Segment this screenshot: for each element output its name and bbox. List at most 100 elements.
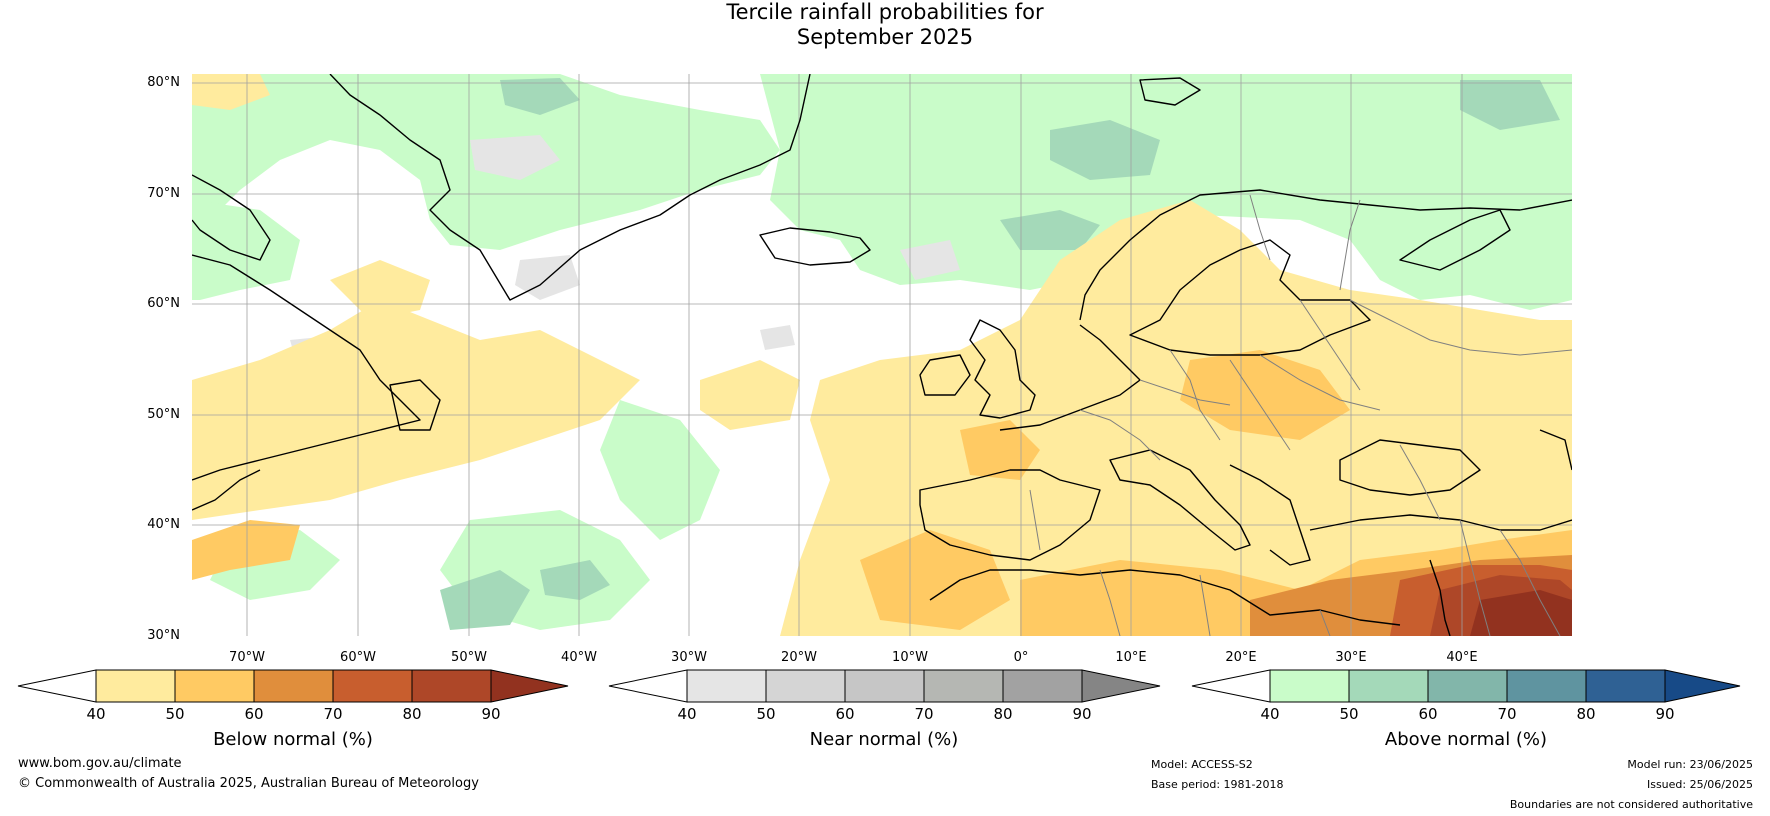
below-tick-80: 80 xyxy=(402,705,422,723)
scandinavia-coast xyxy=(1079,189,1572,321)
lat-label-80n: 80°N xyxy=(147,75,180,90)
near-tick-60: 60 xyxy=(835,705,855,723)
barents-teal xyxy=(1000,210,1100,250)
lat-label-70n: 70°N xyxy=(147,186,180,201)
azores-yellow xyxy=(700,360,800,430)
below-bin-2 xyxy=(174,669,255,703)
below-tick-40: 40 xyxy=(86,705,106,723)
lon-label-10w: 10°W xyxy=(892,650,928,665)
above-bin-1 xyxy=(1269,669,1350,703)
above-tick-70: 70 xyxy=(1497,705,1517,723)
labrador-sea-yellow xyxy=(330,260,430,320)
above-tick-60: 60 xyxy=(1418,705,1438,723)
below-normal-regions xyxy=(192,74,1572,636)
above-extend-low xyxy=(1191,669,1271,703)
baffin-coast xyxy=(192,174,271,261)
grey-patch-5 xyxy=(760,325,795,350)
below-extend-low xyxy=(17,669,97,703)
near-extend-low xyxy=(608,669,688,703)
near-tick-80: 80 xyxy=(993,705,1013,723)
lat-label-30n: 30°N xyxy=(147,628,180,643)
lon-label-10e: 10°E xyxy=(1115,650,1147,665)
iceland-coast xyxy=(759,227,871,266)
near-tick-90: 90 xyxy=(1072,705,1092,723)
title-line-2: September 2025 xyxy=(796,25,974,49)
france-orange xyxy=(960,420,1040,480)
britain-coast xyxy=(969,319,1036,419)
below-normal-title: Below normal (%) xyxy=(213,729,373,750)
greenland-teal xyxy=(1050,120,1160,180)
above-extend-high xyxy=(1664,669,1741,703)
near-normal-title: Near normal (%) xyxy=(809,729,959,750)
below-tick-90: 90 xyxy=(481,705,501,723)
lon-label-60w: 60°W xyxy=(340,650,376,665)
footer-disclaimer: Boundaries are not considered authoritat… xyxy=(1509,798,1753,811)
caspian-coast xyxy=(1539,429,1572,471)
near-bin-2 xyxy=(765,669,846,703)
below-bin-5 xyxy=(411,669,492,703)
ireland-coast xyxy=(919,354,971,396)
near-tick-40: 40 xyxy=(677,705,697,723)
footer-model-run: Model run: 23/06/2025 xyxy=(1627,758,1753,771)
below-bin-3 xyxy=(253,669,334,703)
above-normal-title: Above normal (%) xyxy=(1384,729,1548,750)
arabia-darkest xyxy=(1470,590,1572,636)
north-atlantic-yellow xyxy=(192,300,640,520)
labrador-coast xyxy=(192,254,421,481)
atlantic-teal-1 xyxy=(440,570,530,630)
above-bin-5 xyxy=(1585,669,1666,703)
above-normal-regions xyxy=(192,74,1572,630)
colorbar-below xyxy=(17,669,569,703)
iberia-coast xyxy=(919,469,1101,561)
footer-copyright: © Commonwealth of Australia 2025, Austra… xyxy=(18,776,479,791)
arctic-green-band xyxy=(760,74,1572,310)
lon-label-30e: 30°E xyxy=(1335,650,1367,665)
title-line-1: Tercile rainfall probabilities for xyxy=(726,0,1044,24)
us-east-coast xyxy=(192,469,261,511)
novaya-zemlya-coast xyxy=(1399,209,1511,271)
below-bin-4 xyxy=(332,669,413,703)
footer-url: www.bom.gov.au/climate xyxy=(18,756,182,771)
arctic-teal xyxy=(500,78,580,115)
lon-label-70w: 70°W xyxy=(229,650,265,665)
above-tick-40: 40 xyxy=(1260,705,1280,723)
central-europe-orange xyxy=(1180,350,1350,440)
footer-model: Model: ACCESS-S2 xyxy=(1151,758,1253,771)
lon-label-40e: 40°E xyxy=(1446,650,1478,665)
near-tick-70: 70 xyxy=(914,705,934,723)
below-extend-high xyxy=(490,669,569,703)
iberia-orange xyxy=(860,530,1010,630)
grey-patch-4 xyxy=(900,240,960,280)
above-tick-50: 50 xyxy=(1339,705,1359,723)
above-bin-2 xyxy=(1348,669,1429,703)
below-tick-50: 50 xyxy=(165,705,185,723)
atlantic-teal-2 xyxy=(540,560,610,600)
lon-label-30w: 30°W xyxy=(671,650,707,665)
colorbar-near xyxy=(608,669,1161,703)
mid-atlantic-green xyxy=(600,400,720,540)
above-tick-90: 90 xyxy=(1655,705,1675,723)
europe-atlantic-coast xyxy=(999,324,1141,431)
near-bin-1 xyxy=(686,669,767,703)
below-bin-1 xyxy=(95,669,176,703)
greenland-coast xyxy=(329,74,811,301)
west-atlantic-orange xyxy=(192,520,300,580)
lon-label-20e: 20°E xyxy=(1225,650,1257,665)
black-sea-coast xyxy=(1339,439,1481,496)
footer-issued: Issued: 25/06/2025 xyxy=(1646,778,1753,791)
lon-label-20w: 20°W xyxy=(781,650,817,665)
near-bin-4 xyxy=(923,669,1004,703)
coastlines xyxy=(192,74,1572,636)
labrador-green xyxy=(192,200,300,300)
above-bin-4 xyxy=(1506,669,1587,703)
svalbard-teal xyxy=(1460,80,1560,130)
above-tick-80: 80 xyxy=(1576,705,1596,723)
near-bin-5 xyxy=(1002,669,1083,703)
newfoundland-coast xyxy=(389,379,441,431)
footer-base-period: Base period: 1981-2018 xyxy=(1151,778,1284,791)
above-bin-3 xyxy=(1427,669,1508,703)
near-tick-50: 50 xyxy=(756,705,776,723)
below-tick-70: 70 xyxy=(323,705,343,723)
grey-patch-1 xyxy=(470,135,560,180)
